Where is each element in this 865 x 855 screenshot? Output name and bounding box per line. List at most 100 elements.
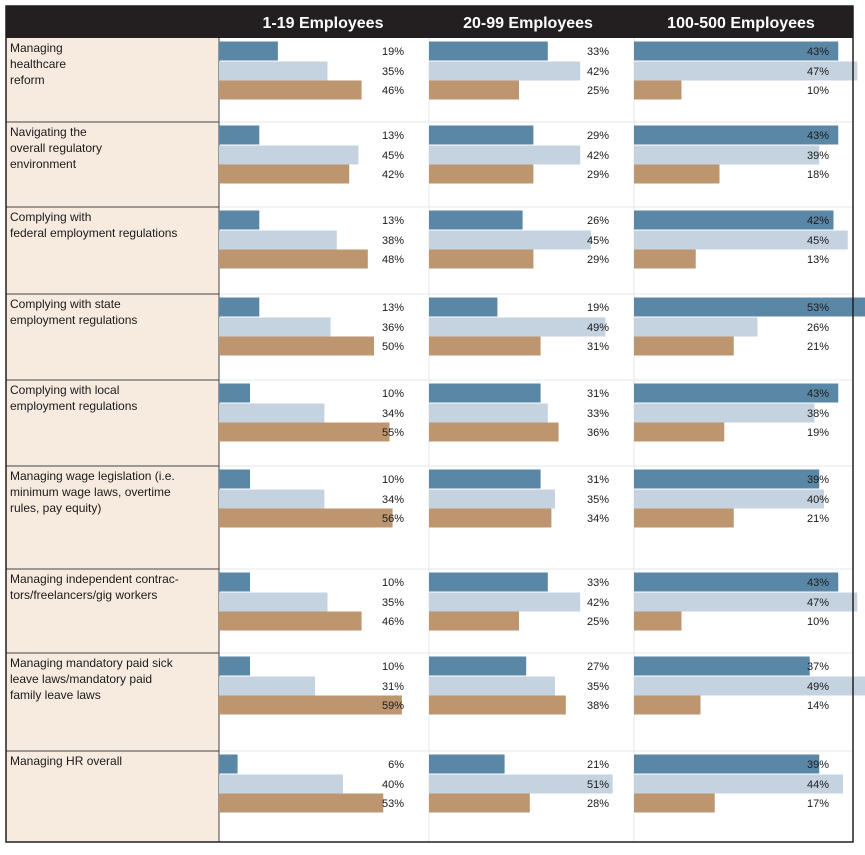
bar [429,80,519,100]
bar [634,611,682,631]
category-label: Complying with local [10,383,119,397]
bar [219,793,384,813]
bar [429,145,581,165]
bar [429,489,555,509]
category-label: employment regulations [10,399,137,413]
data-label: 21% [587,759,609,771]
bar [634,489,824,509]
data-label: 50% [382,341,404,353]
bar [219,754,238,774]
bar [429,793,530,813]
bar [219,383,250,403]
data-label: 59% [382,700,404,712]
bar [429,317,606,337]
label-column [6,38,219,842]
bar [219,41,278,61]
data-label: 47% [807,66,829,78]
bar [634,80,682,100]
bar [219,125,260,145]
bar [634,61,858,81]
bar [219,611,362,631]
bar [634,774,843,794]
data-label: 33% [587,46,609,58]
data-label: 56% [382,513,404,525]
category-label: Managing HR overall [10,754,122,768]
data-label: 38% [382,235,404,247]
category-label: employment regulations [10,313,137,327]
bar [634,125,839,145]
category-label: environment [10,157,77,171]
data-label: 38% [807,408,829,420]
data-label: 10% [382,474,404,486]
data-label: 39% [807,474,829,486]
bar [219,403,325,423]
category-label: Managing [10,41,63,55]
data-label: 31% [587,388,609,400]
bar [219,508,393,528]
bar [634,469,820,489]
data-label: 18% [807,169,829,181]
data-label: 42% [807,215,829,227]
category-label: Managing independent contrac- [10,572,179,586]
bar [219,422,390,442]
data-label: 29% [587,169,609,181]
data-label: 35% [382,597,404,609]
data-label: 53% [382,798,404,810]
bar [219,592,328,612]
data-label: 37% [807,661,829,673]
category-label: family leave laws [10,688,101,702]
data-label: 42% [587,150,609,162]
data-label: 35% [587,681,609,693]
category-label: leave laws/mandatory paid [10,672,152,686]
category-label: federal employment regulations [10,226,177,240]
data-label: 6% [388,759,404,771]
category-label: minimum wage laws, overtime [10,485,171,499]
bar [219,695,402,715]
bar [634,230,848,250]
data-label: 39% [807,150,829,162]
data-label: 35% [382,66,404,78]
data-label: 33% [587,408,609,420]
bar [634,336,734,356]
bar [219,249,368,269]
data-label: 45% [587,235,609,247]
bar [634,297,865,317]
data-label: 44% [807,779,829,791]
data-label: 46% [382,616,404,628]
bar [219,297,260,317]
bar [634,383,839,403]
bar [429,230,591,250]
data-label: 19% [807,427,829,439]
bar [429,383,541,403]
data-label: 25% [587,616,609,628]
bar [429,572,548,592]
bar [219,336,374,356]
bar [219,210,260,230]
data-label: 51% [587,779,609,791]
data-label: 10% [807,85,829,97]
category-label: Navigating the [10,125,87,139]
data-label: 47% [807,597,829,609]
group-header-2: 20-99 Employees [463,15,593,32]
category-label: Managing wage legislation (i.e. [10,469,175,483]
bar [219,230,337,250]
data-label: 34% [382,494,404,506]
bar [429,469,541,489]
category-label: reform [10,73,45,87]
bar [429,592,581,612]
bar [634,592,858,612]
data-label: 26% [807,322,829,334]
data-label: 39% [807,759,829,771]
category-label: Complying with state [10,297,121,311]
data-label: 35% [587,494,609,506]
bar [429,249,534,269]
data-label: 40% [807,494,829,506]
bar [429,125,534,145]
data-label: 26% [587,215,609,227]
bar [634,676,865,696]
data-label: 13% [382,130,404,142]
bar [429,754,505,774]
bar [429,508,552,528]
data-label: 21% [807,513,829,525]
data-label: 43% [807,46,829,58]
